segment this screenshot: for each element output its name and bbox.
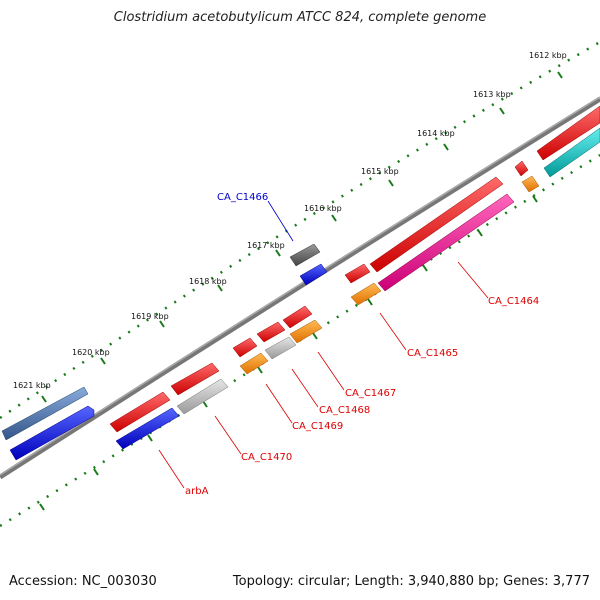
scale-label-1615: 1615 kbp [361,167,399,176]
gene-blue-arba[interactable] [115,407,180,450]
outer-scale [0,40,600,420]
scale-label-1618: 1618 kbp [189,277,227,286]
leader-lines [158,200,489,489]
gene-gray-1468[interactable] [264,336,297,360]
outer-scale-ticks [41,71,563,403]
scale-label-1616: 1616 kbp [304,204,342,213]
gene-labels: CA_C1466 CA_C1464 CA_C1465 CA_C1467 CA_C… [185,192,539,497]
label-ca-c1468[interactable]: CA_C1468 [319,405,370,416]
gene-red-1468[interactable] [256,321,286,343]
accession-text: Accession: NC_003030 [9,574,157,589]
label-ca-c1467[interactable]: CA_C1467 [345,388,396,399]
scale-label-1612: 1612 kbp [529,51,567,60]
scale-label-1619: 1619 kbp [131,312,169,321]
gene-red-1470[interactable] [170,362,220,396]
label-ca-c1470[interactable]: CA_C1470 [241,452,292,463]
gene-lightgray-1470[interactable] [176,378,229,415]
scale-label-1613: 1613 kbp [473,90,511,99]
gene-orange-1465[interactable] [350,282,382,306]
scale-label-1617: 1617 kbp [247,241,285,250]
map-title: Clostridium acetobutylicum ATCC 824, com… [113,10,487,25]
label-ca-c1464[interactable]: CA_C1464 [488,296,539,307]
scale-label-1620: 1620 kbp [72,348,110,357]
gene-orange-1469[interactable] [239,352,269,375]
scale-label-1614: 1614 kbp [417,129,455,138]
gene-red-small-top[interactable] [514,160,529,177]
inner-scale-ticks [39,195,538,511]
gene-orange-1467[interactable] [289,319,323,344]
scale-label-1621: 1621 kbp [13,381,51,390]
label-arba[interactable]: arbA [185,486,209,497]
gene-orange-small[interactable] [521,175,540,193]
gene-cyan-top-right[interactable] [543,127,600,178]
gene-red-long[interactable] [369,176,504,273]
genome-backbone [0,96,600,480]
gene-red-upper-1[interactable] [344,263,371,284]
gene-red-arba[interactable] [109,391,171,433]
label-ca-c1465[interactable]: CA_C1465 [407,348,458,359]
label-ca-c1466[interactable]: CA_C1466 [217,192,268,203]
gene-ca-c1466-blue[interactable] [299,263,328,286]
gene-steel-outer[interactable] [1,386,89,441]
gene-red-1469[interactable] [232,337,258,358]
gene-pink-1464[interactable] [377,193,515,292]
gene-red-1467[interactable] [282,305,313,329]
genome-summary-text: Topology: circular; Length: 3,940,880 bp… [232,574,590,589]
gene-ca-c1466-gray[interactable] [289,243,321,267]
gene-steel-inner[interactable] [9,405,95,461]
scale-labels: 1621 kbp 1620 kbp 1619 kbp 1618 kbp 1617… [13,51,567,390]
gene-red-top-right[interactable] [536,105,600,161]
label-ca-c1469[interactable]: CA_C1469 [292,421,343,432]
